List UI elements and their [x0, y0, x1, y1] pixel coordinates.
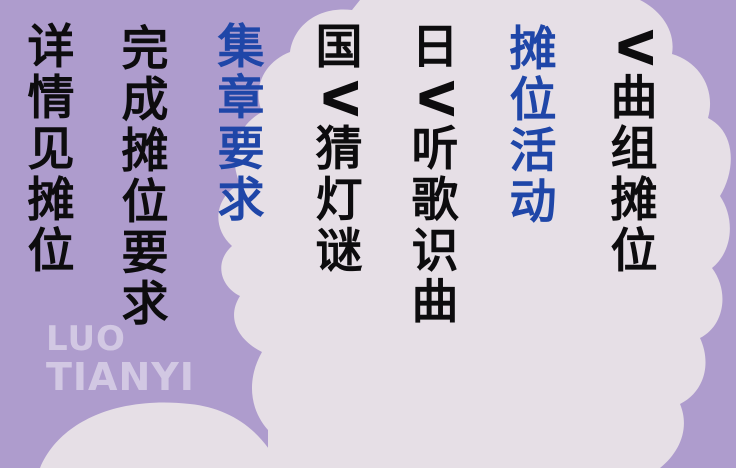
char: 求	[121, 277, 169, 332]
char: 位	[121, 175, 169, 230]
char: 谜	[315, 224, 363, 279]
column-ri-v-ting-ge-shi-qu: 日 V 听 歌 识 曲	[407, 20, 463, 330]
char: 详	[27, 20, 75, 75]
char: V	[407, 75, 463, 126]
char: 摊	[610, 173, 658, 228]
rotated-v: V	[311, 80, 367, 117]
column-ji-zhang-yao-qiu: 集 章 要 求	[214, 24, 268, 228]
char: 情	[27, 71, 75, 126]
char: 摊	[121, 124, 169, 179]
watermark-line2: TIANYI	[46, 355, 195, 399]
char: 歌	[411, 173, 459, 228]
char: 要	[217, 122, 265, 177]
char: 动	[509, 175, 557, 230]
watermark-line1: LUO	[46, 319, 126, 359]
char: 成	[121, 73, 169, 128]
char: 位	[27, 224, 75, 279]
char: 日	[411, 20, 459, 75]
char: 识	[411, 224, 459, 279]
rotated-v: V	[407, 80, 463, 117]
char: 猜	[315, 122, 363, 177]
char: 集	[217, 20, 265, 75]
char: 章	[217, 71, 265, 126]
char: V	[606, 24, 662, 75]
char: 组	[610, 122, 658, 177]
char: 曲	[610, 71, 658, 126]
char: 位	[610, 224, 658, 279]
column-v-qu-zu-tan-wei: V 曲 组 摊 位	[606, 24, 662, 279]
rotated-v: V	[606, 29, 662, 66]
char: 听	[411, 122, 459, 177]
char: 摊	[509, 22, 557, 77]
char: 灯	[315, 173, 363, 228]
column-tan-wei-huo-dong: 摊 位 活 动	[506, 26, 560, 230]
char: 要	[121, 226, 169, 281]
char: 国	[315, 20, 363, 75]
column-wan-cheng-tan-wei-yao-qiu: 完 成 摊 位 要 求	[118, 26, 172, 332]
column-guo-v-cai-deng-mi: 国 V 猜 灯 谜	[311, 20, 367, 279]
char: 求	[217, 173, 265, 228]
column-xiang-qing-jian-tan-wei: 详 情 见 摊 位	[24, 24, 78, 279]
char: 位	[509, 73, 557, 128]
char: 摊	[27, 173, 75, 228]
luo-tianyi-watermark: LUO TIANYI	[46, 322, 195, 396]
char: 完	[121, 22, 169, 77]
char: 曲	[411, 275, 459, 330]
char: V	[311, 75, 367, 126]
char: 见	[27, 122, 75, 177]
char: 活	[509, 124, 557, 179]
